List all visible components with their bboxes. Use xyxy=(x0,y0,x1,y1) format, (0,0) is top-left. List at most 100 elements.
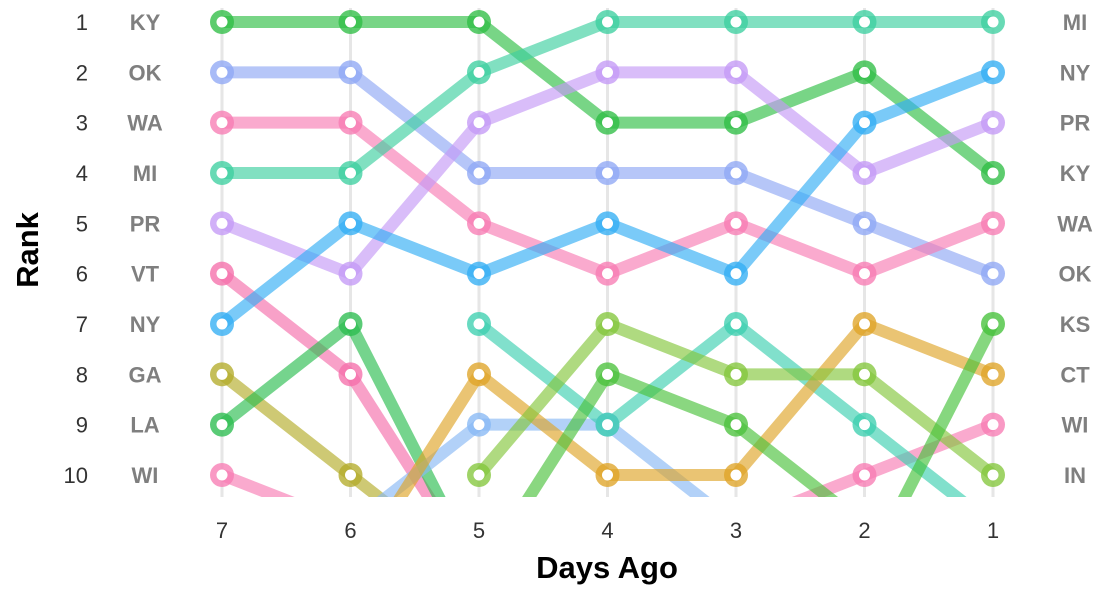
point-center xyxy=(730,16,742,28)
series-line xyxy=(218,319,446,497)
series-line xyxy=(522,368,839,497)
series-line xyxy=(219,66,996,280)
series-segment xyxy=(605,217,739,280)
point-center xyxy=(730,117,742,129)
series-segment xyxy=(860,369,997,480)
series-point xyxy=(338,110,363,135)
y-tick-label: 10 xyxy=(64,463,88,488)
series-point xyxy=(981,261,1005,286)
series-point xyxy=(595,412,620,437)
point-center xyxy=(987,419,999,431)
series-point xyxy=(852,463,877,487)
series-point xyxy=(724,463,748,487)
series-segment xyxy=(345,321,446,497)
series-point xyxy=(467,463,491,487)
series-segment xyxy=(860,419,967,497)
left-state-label: VT xyxy=(131,262,160,287)
grid xyxy=(220,8,995,497)
y-tick-label: 5 xyxy=(76,211,88,236)
series-segment xyxy=(219,469,295,497)
point-center xyxy=(216,217,228,229)
point-center xyxy=(730,469,742,481)
point-center xyxy=(345,268,356,280)
series-point xyxy=(852,110,877,135)
point-center xyxy=(473,368,485,380)
point-center xyxy=(473,16,485,28)
series-point xyxy=(595,312,620,336)
series-point xyxy=(724,362,748,387)
point-center xyxy=(216,268,228,280)
right-state-label: CT xyxy=(1060,362,1090,387)
point-center xyxy=(602,117,613,129)
point-center xyxy=(987,217,999,229)
series-point xyxy=(338,463,363,487)
series-point xyxy=(852,10,877,34)
series-line xyxy=(218,66,996,329)
point-center xyxy=(730,419,742,431)
point-center xyxy=(730,167,742,179)
series-segment xyxy=(733,217,867,280)
point-center xyxy=(859,117,870,129)
series-point xyxy=(467,362,491,387)
point-center xyxy=(859,368,870,380)
point-center xyxy=(473,117,485,129)
x-tick-label: 4 xyxy=(601,518,613,543)
point-center xyxy=(987,268,999,280)
point-center xyxy=(473,167,485,179)
series-segment xyxy=(346,470,389,497)
series-segment xyxy=(862,66,996,129)
series-point xyxy=(467,211,491,236)
point-center xyxy=(602,268,613,280)
series-segment xyxy=(475,17,612,128)
series-point xyxy=(981,211,1005,236)
point-center xyxy=(987,368,999,380)
point-center xyxy=(859,66,870,78)
x-axis-title: Days Ago xyxy=(536,550,678,585)
point-center xyxy=(216,66,228,78)
series-segment xyxy=(218,268,355,380)
left-state-label: WA xyxy=(127,111,163,136)
series-segment xyxy=(897,321,999,497)
series-point xyxy=(595,110,620,135)
series-segment xyxy=(219,217,353,280)
right-state-label: IN xyxy=(1064,463,1086,488)
point-center xyxy=(859,318,870,330)
series-point xyxy=(338,312,363,336)
right-state-label: OK xyxy=(1059,262,1092,287)
y-tick-label: 6 xyxy=(76,262,88,287)
point-center xyxy=(730,66,742,78)
point-center xyxy=(216,167,228,179)
right-state-label: WA xyxy=(1057,211,1093,236)
y-tick-label: 7 xyxy=(76,312,88,337)
left-state-label: WI xyxy=(132,463,159,488)
y-tick-label: 3 xyxy=(76,111,88,136)
series-point xyxy=(210,412,234,437)
x-tick-label: 7 xyxy=(216,518,228,543)
y-tick-label: 4 xyxy=(76,161,88,186)
point-center xyxy=(987,469,999,481)
series-point xyxy=(595,362,620,387)
right-state-labels: MI NY PR KY WA OK KS CT WI IN xyxy=(1057,10,1093,488)
series-point xyxy=(724,312,748,336)
point-center xyxy=(987,66,999,78)
point-center xyxy=(345,469,356,481)
series-point xyxy=(595,261,620,286)
series-segment xyxy=(218,369,355,480)
series-point xyxy=(981,110,1005,135)
right-state-label: NY xyxy=(1060,60,1091,85)
series-segment xyxy=(476,16,610,78)
point-center xyxy=(345,318,356,330)
left-state-label: KY xyxy=(130,10,161,35)
point-center xyxy=(345,117,356,129)
right-state-label: MI xyxy=(1063,10,1087,35)
left-state-label: MI xyxy=(133,161,157,186)
point-center xyxy=(473,419,485,431)
series-segment xyxy=(218,218,355,329)
series-point xyxy=(467,60,491,85)
point-center xyxy=(216,117,228,129)
point-center xyxy=(859,268,870,280)
series-point xyxy=(210,211,234,236)
point-center xyxy=(473,268,485,280)
x-tick-label: 2 xyxy=(858,518,870,543)
